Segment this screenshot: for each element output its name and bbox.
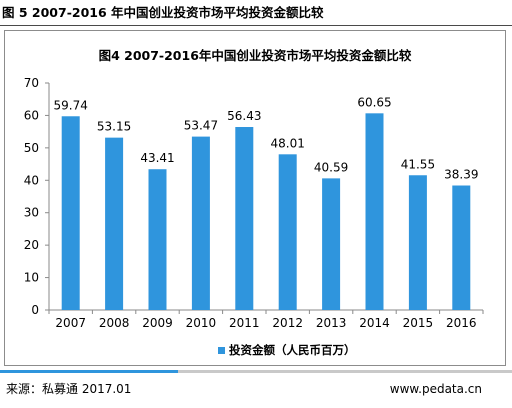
y-tick-label: 70	[24, 76, 39, 90]
x-tick-label-2007: 2007	[55, 316, 86, 330]
value-label-2014: 60.65	[357, 95, 391, 109]
bar-2008	[105, 137, 124, 310]
bar-chart: 0 10 20 30 40 50 60 70 59.74 2007 53.15 2008 43.41 20…	[24, 76, 484, 357]
y-tick-label: 20	[24, 238, 39, 252]
top-divider	[0, 25, 512, 26]
figure-caption: 图 5 2007-2016 年中国创业投资市场平均投资金额比较	[2, 5, 324, 20]
value-label-2015: 41.55	[401, 157, 435, 171]
value-label-2012: 48.01	[271, 136, 305, 150]
chart-title: 图4 2007-2016年中国创业投资市场平均投资金额比较	[98, 48, 412, 63]
value-label-2008: 53.15	[97, 120, 131, 134]
website-note: www.pedata.cn	[389, 382, 482, 396]
x-tick-label-2008: 2008	[99, 316, 130, 330]
y-tick-label: 30	[24, 206, 39, 220]
bottom-divider	[0, 370, 512, 373]
y-tick-label: 10	[24, 271, 39, 285]
bar-2015	[408, 175, 427, 310]
x-tick-label-2014: 2014	[359, 316, 390, 330]
bar-2011	[235, 127, 254, 310]
value-label-2011: 56.43	[227, 109, 261, 123]
value-label-2010: 53.47	[184, 119, 218, 133]
x-tick-label-2013: 2013	[316, 316, 347, 330]
value-label-2009: 43.41	[140, 151, 174, 165]
x-tick-label-2015: 2015	[403, 316, 434, 330]
x-tick-label-2011: 2011	[229, 316, 260, 330]
bottom-divider-accent	[0, 370, 178, 373]
bar-2014	[365, 113, 384, 311]
bar-2010	[191, 136, 210, 310]
legend-swatch	[218, 347, 225, 354]
source-note: 来源：私募通 2017.01	[6, 382, 132, 396]
y-tick-label: 40	[24, 173, 39, 187]
y-tick-label: 60	[24, 108, 39, 122]
bar-2009	[148, 169, 167, 310]
value-label-2013: 40.59	[314, 160, 348, 174]
x-tick-label-2010: 2010	[186, 316, 217, 330]
bar-2007	[61, 116, 80, 310]
value-label-2007: 59.74	[54, 98, 88, 112]
x-tick-label-2012: 2012	[272, 316, 303, 330]
x-tick-label-2009: 2009	[142, 316, 173, 330]
x-tick-label-2016: 2016	[446, 316, 477, 330]
y-tick-label: 50	[24, 141, 39, 155]
y-tick-label: 0	[31, 303, 39, 317]
bar-2016	[452, 185, 471, 310]
value-label-2016: 38.39	[444, 168, 478, 182]
bar-2013	[322, 178, 341, 310]
chart-frame: 图4 2007-2016年中国创业投资市场平均投资金额比较 0 10 20 30 40 5…	[4, 30, 506, 366]
bar-2012	[278, 154, 297, 310]
legend-label: 投资金额（人民币百万）	[229, 343, 356, 357]
